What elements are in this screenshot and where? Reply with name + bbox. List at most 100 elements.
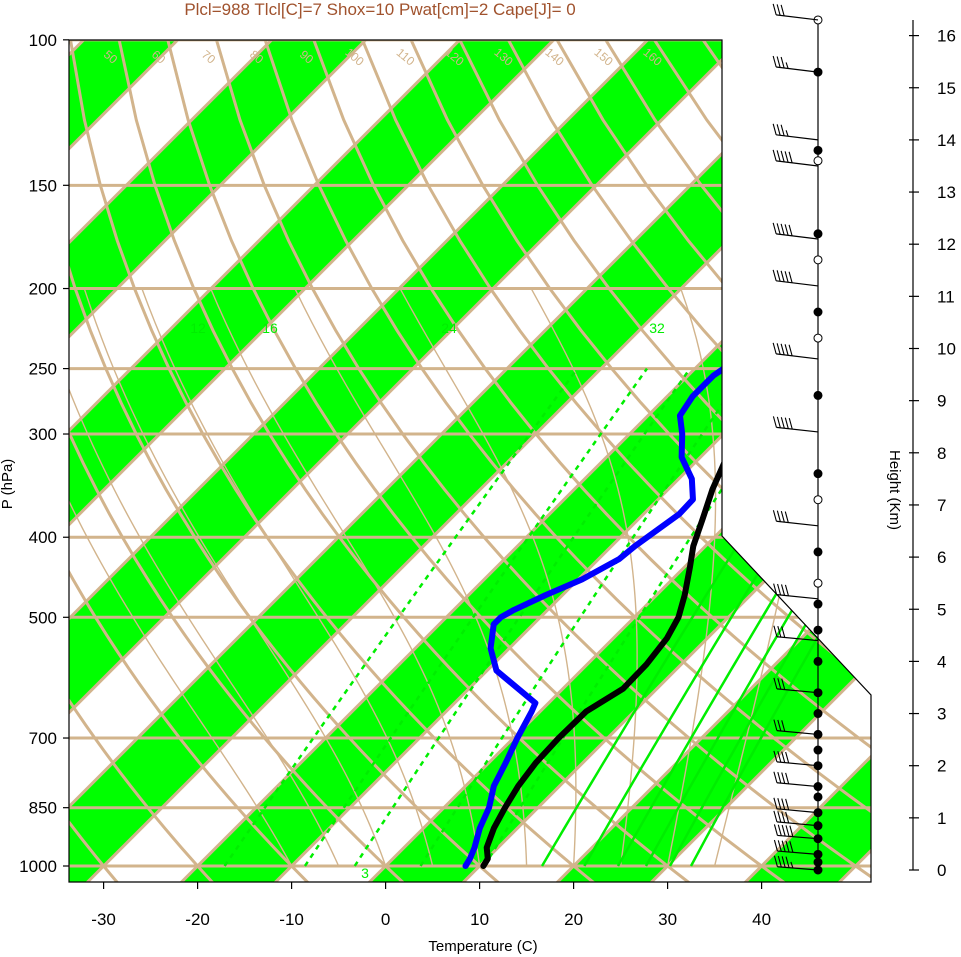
wind-barb-feather [776,416,781,428]
wind-barb-feather [780,56,785,69]
height-tick-label: 13 [937,183,956,202]
wind-barb-feather [784,417,789,429]
wind-barb-half-feather [785,130,789,137]
wind-barb-feather [773,771,778,783]
wind-barb-feather [776,4,781,16]
wind-barb-feather [777,583,782,596]
profile-marker [813,255,823,265]
dry-adiabat-line [946,40,961,884]
temperature-tick-label: -30 [91,910,116,929]
isotherm-line [69,40,367,882]
temperature-tick-label: -20 [185,910,210,929]
height-tick-label: 11 [937,287,955,306]
dry-adiabat-line [263,40,871,882]
wind-barb-feather [776,150,781,162]
dry-adiabat-line [166,40,787,882]
height-tick-label: 6 [937,548,946,567]
isotherm-band [69,40,742,882]
wind-barb-staff [776,729,819,736]
moist-adiabat-line [141,288,434,867]
wind-barb-half-feather [790,861,794,869]
dry-adiabat-line [69,40,120,882]
isotherm-band [556,40,871,882]
moist-adiabat-line [83,288,387,867]
profile-marker [813,578,823,588]
wind-barb-feather [785,811,790,824]
wind-barb-feather [772,269,777,281]
wind-barb-feather [780,510,785,523]
height-tick-label: 4 [937,652,946,671]
wind-barb-feather [773,810,778,823]
height-tick-label: 5 [937,600,946,619]
wind-barb-feather [772,55,777,68]
temperature-tick-label: -10 [279,910,304,929]
wind-barb-staff [776,782,819,788]
wind-barb-feather [773,750,778,763]
isotherm-line [461,40,871,882]
height-tick-label: 3 [937,705,946,724]
wind-barb-feather [780,270,785,282]
wind-barb-feather [777,771,782,784]
wind-barb-feather [784,584,789,596]
wind-barb-feather [789,841,794,853]
dry-adiabat-line [898,40,961,884]
isotherm-line [69,40,461,882]
wind-barb-feather [777,840,782,852]
dry-adiabat-line [312,40,871,882]
moist-adiabat-line [69,288,293,867]
profile-marker [813,625,823,635]
wind-barb-feather [785,840,790,853]
wind-barb-feather [777,798,782,810]
height-tick-label: 2 [937,757,946,776]
wind-barb-feather [776,223,781,235]
wind-barb-feather [785,798,790,811]
wind-barb-feather [781,856,786,868]
wind-barb-feather [784,344,789,356]
wind-barb-staff [776,353,819,360]
moist-adiabat-line [530,288,638,867]
wind-barb-feather [780,223,785,236]
wind-barb-feather [776,270,781,282]
height-tick-label: 10 [937,340,956,359]
isotherm-line [69,40,743,882]
wind-barb-feather [773,719,778,731]
wind-barb-feather [785,856,790,868]
wind-barb-staff [776,134,819,141]
height-tick-label: 15 [937,79,956,98]
dry-adiabat-line [409,40,871,882]
wind-barb-feather [777,811,782,823]
wind-barb-feather [773,797,778,809]
dry-adiabat-line [215,40,871,882]
mixing-ratio-line [223,367,579,867]
dry-adiabat-line [117,40,692,882]
profile-marker [813,709,823,719]
wind-barb-feather [777,678,782,690]
wind-barb-feather [785,751,790,764]
dry-adiabat-line [69,40,406,882]
dry-adiabat-line [69,40,215,882]
pressure-tick-label: 500 [29,608,57,627]
profile-marker [813,307,823,317]
wind-barb-staff [776,14,819,21]
wind-barb-feather [772,222,777,235]
isotherm-band [180,40,871,882]
profile-marker [813,547,823,557]
wind-barb-feather [784,151,789,163]
profile-marker [813,745,823,755]
temperature-tick-label: 20 [564,910,583,929]
wind-barb-staff [776,426,819,433]
wind-barb-feather [777,751,782,763]
wind-barb-feather [784,271,789,283]
pressure-tick-label: 1000 [19,857,57,876]
wind-barb-staff [776,66,819,73]
profile-marker [813,656,823,666]
pressure-tick-label: 300 [29,425,57,444]
isotherm-band [69,40,366,882]
pressure-tick-label: 100 [29,31,57,50]
profile-marker [813,469,823,479]
wind-barb-feather [772,416,777,428]
height-tick-label: 7 [937,496,946,515]
wind-barb-feather [772,149,777,162]
isotherm-line [179,40,871,882]
wind-barb-staff [776,280,819,287]
